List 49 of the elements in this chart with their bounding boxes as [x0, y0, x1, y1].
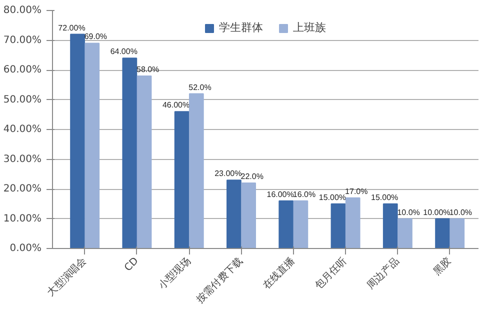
- data-label: 23.00%: [214, 169, 242, 178]
- data-label: 46.00%: [162, 100, 190, 110]
- x-tick-label: 在线直播: [260, 254, 298, 292]
- bar: [122, 58, 138, 248]
- bar: [450, 218, 465, 248]
- x-tick-label: 按需付费下载: [194, 254, 246, 306]
- bar: [398, 218, 412, 248]
- data-label: 58.0%: [136, 64, 160, 74]
- x-tick-label: 黑胶: [431, 254, 454, 278]
- x-tick-label: 小型现场: [156, 254, 193, 292]
- bar: [330, 203, 346, 248]
- bar: [382, 203, 398, 248]
- data-label: 15.00%: [371, 192, 398, 202]
- y-tick-label: 60.00%: [3, 64, 42, 76]
- bar: [435, 218, 450, 248]
- bar: [345, 197, 360, 248]
- y-tick-label: 40.00%: [3, 124, 42, 135]
- bar: [174, 111, 190, 248]
- bar: [226, 180, 242, 248]
- y-tick-label: 70.00%: [3, 34, 42, 46]
- data-label: 16.00%: [266, 190, 294, 199]
- y-tick-label: 30.00%: [3, 154, 42, 165]
- data-label: 52.0%: [188, 82, 212, 92]
- bar: [241, 182, 256, 248]
- data-label: 22.0%: [240, 172, 264, 182]
- y-tick-label: 0.00%: [10, 243, 42, 254]
- bar: [136, 75, 152, 248]
- data-label: 17.0%: [345, 186, 368, 196]
- x-tick-label: 包月任听: [312, 254, 350, 292]
- bar: [278, 200, 294, 248]
- bar: [84, 42, 100, 248]
- y-tick-label: 10.00%: [3, 213, 42, 224]
- y-tick-label: 50.00%: [3, 94, 42, 106]
- y-tick-label: 80.00%: [3, 5, 42, 16]
- bar: [293, 200, 308, 248]
- data-label: 10.0%: [449, 208, 472, 217]
- data-label: 16.0%: [292, 190, 316, 199]
- data-label: 64.00%: [110, 47, 138, 56]
- data-label: 10.00%: [423, 208, 450, 217]
- x-tick-label: 周边产品: [364, 254, 402, 292]
- x-tick-label: CD: [122, 255, 142, 274]
- legend-label: 学生群体: [219, 20, 263, 35]
- legend-label: 上班族: [293, 20, 326, 35]
- bar: [188, 93, 204, 248]
- bar: [70, 34, 85, 248]
- data-label: 72.00%: [58, 23, 86, 32]
- data-label: 15.00%: [318, 192, 346, 202]
- x-tick-label: 大型演唱会: [44, 254, 89, 299]
- y-tick-label: 20.00%: [3, 184, 42, 194]
